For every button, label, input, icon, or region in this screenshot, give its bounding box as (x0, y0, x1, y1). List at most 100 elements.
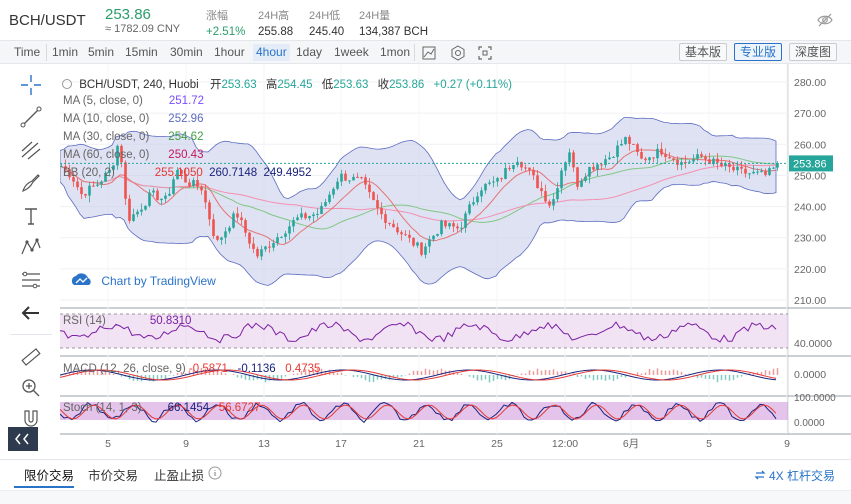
view-basic-button[interactable]: 基本版 (679, 43, 728, 61)
candle-body (116, 145, 119, 166)
stat-value: 134,387 BCH (359, 26, 429, 38)
tf-1hour[interactable]: 1hour (214, 45, 245, 59)
brush-icon[interactable] (18, 170, 44, 196)
tf-1mon[interactable]: 1mon (380, 45, 411, 59)
price-tick: 250.00 (794, 170, 826, 182)
candle-body (192, 180, 195, 186)
bb-value: 255.1050 (154, 167, 203, 179)
candle-body (392, 223, 395, 228)
legend-close-label: 收 (377, 79, 390, 91)
candle-body (684, 162, 687, 164)
indicators-icon[interactable] (449, 44, 467, 62)
text-tool-icon[interactable] (18, 203, 44, 229)
candle-body (752, 171, 755, 174)
candle-body (188, 182, 191, 186)
fullscreen-icon[interactable] (476, 44, 494, 62)
candle-body (600, 164, 603, 166)
candle-body (708, 159, 711, 165)
stoch-value: 56.6727 (218, 402, 261, 414)
tf-5min[interactable]: 5min (88, 45, 115, 59)
tab-limit[interactable]: 限价交易 (24, 469, 75, 483)
candle-body (404, 234, 407, 236)
candle-body (632, 143, 635, 145)
pitchfork-icon[interactable] (18, 137, 44, 163)
candle-body (636, 144, 639, 153)
pattern-icon[interactable] (18, 234, 44, 260)
eye-off-icon[interactable] (817, 12, 833, 28)
chart-type-icon[interactable] (420, 44, 438, 62)
fib-icon[interactable] (18, 267, 44, 293)
candle-body (504, 168, 507, 179)
candle-body (604, 159, 607, 165)
ma-label: MA (10, close, 0) (63, 113, 150, 125)
tab-stop[interactable]: 止盈止损 (154, 469, 205, 483)
candle-body (624, 136, 627, 145)
legend-open-label: 开 (209, 79, 222, 91)
tab-market[interactable]: 市价交易 (88, 469, 139, 483)
price-chart[interactable]: 280.00 270.00 260.00 250.00 240.00 230.00 220.… (60, 64, 851, 459)
candle-body (360, 177, 363, 179)
candle-body (420, 242, 423, 255)
candle-body (324, 202, 327, 206)
candle-body (276, 237, 279, 244)
last-price: 253.86 (105, 6, 151, 23)
candle-body (744, 168, 747, 174)
legend-rsi: RSI (14) 50.8310 (63, 315, 191, 327)
candle-body (60, 166, 63, 168)
candle-body (64, 166, 67, 170)
view-depth-button[interactable]: 深度图 (789, 43, 838, 61)
candle-body (640, 152, 643, 159)
candle-body (344, 173, 347, 181)
candle-body (232, 213, 235, 228)
rsi-label: RSI (14) (63, 315, 106, 327)
tf-time[interactable]: Time (14, 45, 41, 59)
candle-body (676, 159, 679, 165)
tf-30min[interactable]: 30min (170, 45, 203, 59)
tf-1week[interactable]: 1week (334, 45, 369, 59)
view-pro-button[interactable]: 专业版 (734, 43, 783, 61)
candle-body (148, 192, 151, 206)
stat-value: +2.51% (206, 26, 246, 38)
legend-ma10: MA (10, close, 0) 252.96 (63, 113, 203, 125)
tf-4hour[interactable]: 4hour (253, 44, 290, 61)
candle-body (412, 237, 415, 246)
candle-body (428, 239, 431, 247)
bb-value: 260.7148 (209, 167, 258, 179)
candle-body (120, 145, 123, 163)
candle-body (692, 158, 695, 162)
legend-change: +0.27 (+0.11%) (433, 79, 512, 91)
magnet-icon[interactable] (18, 406, 44, 432)
candle-body (364, 177, 367, 185)
candle-body (768, 168, 771, 175)
candle-body (492, 181, 495, 183)
ma-label: MA (5, close, 0) (63, 95, 143, 107)
crosshair-icon[interactable] (18, 72, 44, 98)
tradingview-watermark[interactable]: Chart by TradingView (68, 272, 216, 288)
margin-trading-link[interactable]: 4X 杠杆交易 (754, 467, 835, 484)
candle-body (480, 190, 483, 197)
candle-body (352, 176, 355, 181)
rsi-line (60, 321, 777, 344)
bb-value: 249.4952 (263, 167, 312, 179)
candle-body (268, 246, 271, 248)
collapse-panel-icon[interactable] (8, 427, 38, 451)
tf-1min[interactable]: 1min (52, 45, 79, 59)
zoom-in-icon[interactable] (18, 375, 44, 401)
candle-body (648, 157, 651, 161)
legend-bb: BB (20, 2) 255.1050 260.7148 249.4952 (63, 167, 311, 179)
arrow-left-icon[interactable] (18, 300, 44, 326)
collapse-legend-icon[interactable] (62, 79, 72, 89)
candle-body (424, 246, 427, 255)
info-icon[interactable] (208, 466, 222, 480)
macd-value: -0.1136 (237, 363, 276, 375)
tf-1day[interactable]: 1day (296, 45, 323, 59)
trendline-icon[interactable] (18, 104, 44, 130)
time-tick: 5 (105, 438, 111, 450)
candle-body (172, 179, 175, 194)
candle-body (556, 188, 559, 200)
candle-body (280, 236, 283, 238)
candle-body (288, 226, 291, 234)
tf-15min[interactable]: 15min (125, 45, 158, 59)
ruler-icon[interactable] (18, 344, 44, 370)
candle-body (368, 184, 371, 193)
